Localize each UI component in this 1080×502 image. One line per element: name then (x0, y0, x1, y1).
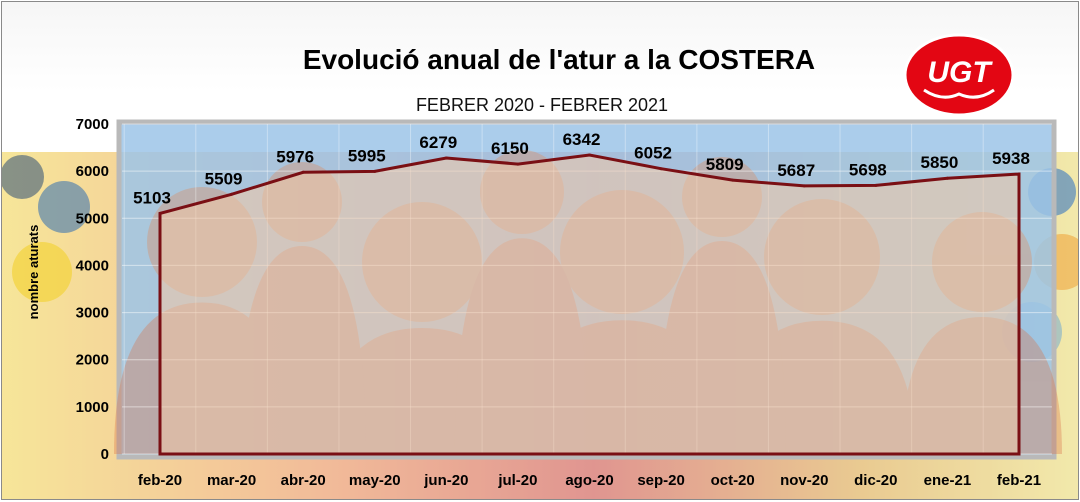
data-point (230, 192, 234, 196)
x-axis-ticks: feb-20 mar-20 abr-20 may-20 jun-20 jul-20 ago-… (138, 472, 1041, 489)
data-point (1017, 172, 1021, 176)
data-labels: 5103 5509 5976 5995 6279 6150 6342 6052 5809 5687… (133, 130, 1030, 215)
x-tick-label: may-20 (349, 472, 401, 489)
data-point (659, 167, 663, 171)
data-label: 5698 (849, 160, 887, 179)
y-tick-label: 3000 (76, 305, 109, 322)
data-point (874, 183, 878, 187)
y-tick-label: 1000 (76, 399, 109, 416)
y-axis-ticks: 0 1000 2000 3000 4000 5000 6000 7000 (76, 116, 109, 463)
data-label: 6342 (563, 130, 601, 149)
plot-border (116, 119, 1057, 460)
data-label: 5850 (921, 153, 959, 172)
data-label: 5509 (205, 169, 243, 188)
x-tick-label: feb-21 (997, 472, 1041, 489)
x-tick-label: abr-20 (281, 472, 326, 489)
x-tick-label: jul-20 (497, 472, 537, 489)
data-point (802, 184, 806, 188)
data-point (373, 169, 377, 173)
x-tick-label: sep-20 (637, 472, 685, 489)
y-tick-label: 7000 (76, 116, 109, 133)
x-tick-label: ene-21 (924, 472, 972, 489)
data-label: 5687 (777, 161, 815, 180)
ugt-logo: UGT (903, 33, 1015, 117)
data-label: 5103 (133, 188, 171, 207)
data-label: 5809 (706, 155, 744, 174)
x-tick-label: nov-20 (780, 472, 828, 489)
data-label: 5938 (992, 149, 1030, 168)
area-series (158, 153, 1021, 456)
data-area (158, 153, 1021, 456)
y-tick-label: 5000 (76, 210, 109, 227)
y-tick-label: 6000 (76, 163, 109, 180)
data-label: 5995 (348, 146, 386, 165)
y-axis-title: nombre aturats (26, 225, 41, 320)
data-point (731, 178, 735, 182)
x-tick-label: ago-20 (565, 472, 613, 489)
data-label: 6052 (634, 144, 672, 163)
y-tick-label: 0 (101, 446, 109, 463)
chart-subtitle: FEBRER 2020 - FEBRER 2021 (416, 95, 668, 115)
y-tick-label: 4000 (76, 257, 109, 274)
data-point (301, 170, 305, 174)
y-tick-label: 2000 (76, 352, 109, 369)
data-point (516, 162, 520, 166)
data-point (444, 156, 448, 160)
x-tick-label: oct-20 (711, 472, 755, 489)
x-tick-label: feb-20 (138, 472, 182, 489)
x-tick-label: mar-20 (207, 472, 256, 489)
data-label: 6150 (491, 139, 529, 158)
logo-text: UGT (927, 56, 993, 89)
x-tick-label: dic-20 (854, 472, 897, 489)
data-point (945, 176, 949, 180)
chart-title: Evolució anual de l'atur a la COSTERA (303, 44, 815, 75)
data-point (588, 153, 591, 157)
x-tick-label: jun-20 (423, 472, 468, 489)
data-label: 6279 (419, 133, 457, 152)
data-point (158, 211, 162, 215)
data-label: 5976 (276, 147, 314, 166)
